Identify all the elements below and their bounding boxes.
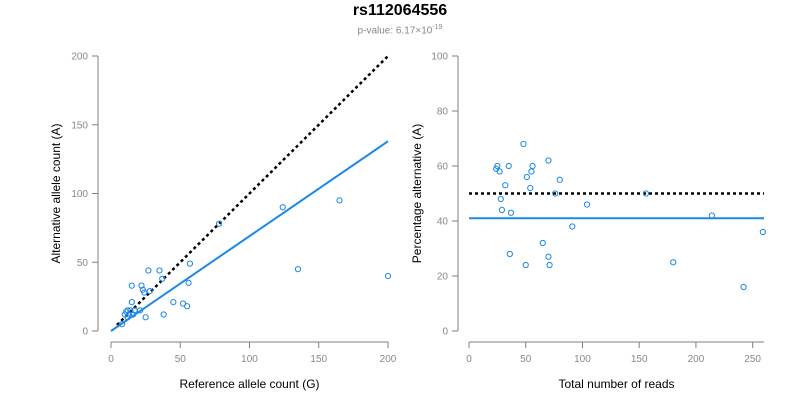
data-point-right bbox=[527, 184, 534, 192]
data-point-right bbox=[496, 168, 503, 175]
y-tick-label-left: 200 bbox=[71, 52, 88, 63]
y-tick-label-right: 100 bbox=[431, 52, 448, 63]
x-tick-label-right: 0 bbox=[466, 354, 472, 365]
y-axis-label-right: Percentage alternative (A) bbox=[410, 124, 424, 263]
data-point-left bbox=[384, 272, 392, 280]
data-point-left bbox=[136, 307, 144, 314]
data-point-right bbox=[759, 228, 766, 236]
reference-line-left bbox=[116, 55, 389, 326]
data-point-right bbox=[498, 206, 506, 214]
data-point-left bbox=[138, 282, 145, 289]
y-tick-label-right: 20 bbox=[437, 272, 449, 283]
data-point-right bbox=[505, 162, 512, 170]
data-point-left bbox=[141, 289, 148, 296]
data-point-left bbox=[124, 307, 131, 314]
data-point-right bbox=[522, 261, 529, 269]
data-point-right bbox=[552, 190, 559, 197]
x-tick-label-left: 200 bbox=[380, 354, 397, 365]
data-point-right bbox=[494, 162, 501, 170]
data-point-right bbox=[520, 140, 527, 148]
x-tick-label-right: 150 bbox=[631, 354, 648, 365]
data-point-right bbox=[507, 209, 515, 216]
x-axis-label-right: Total number of reads bbox=[558, 377, 674, 391]
data-point-right bbox=[506, 250, 513, 258]
data-point-left bbox=[146, 288, 153, 295]
data-point-right bbox=[497, 195, 504, 203]
y-tick-label-right: 60 bbox=[437, 162, 449, 173]
data-point-left bbox=[159, 275, 166, 282]
y-tick-label-right: 40 bbox=[437, 217, 449, 228]
data-point-left bbox=[179, 300, 187, 307]
x-tick-label-left: 0 bbox=[108, 354, 114, 365]
data-point-left bbox=[170, 299, 177, 306]
data-point-left bbox=[127, 307, 134, 314]
x-tick-label-right: 50 bbox=[520, 354, 532, 365]
chart-title: rs112064556 bbox=[352, 2, 448, 19]
data-point-left bbox=[185, 279, 192, 286]
data-point-right bbox=[523, 173, 530, 181]
data-point-right bbox=[569, 223, 576, 230]
data-point-left bbox=[156, 267, 163, 274]
data-point-right bbox=[708, 212, 715, 219]
data-point-right bbox=[546, 261, 553, 269]
data-point-right bbox=[529, 162, 536, 170]
data-point-right bbox=[642, 190, 650, 197]
data-point-left bbox=[128, 299, 135, 306]
y-tick-label-left: 150 bbox=[71, 120, 88, 131]
x-tick-label-left: 150 bbox=[310, 354, 327, 365]
x-tick-label-left: 100 bbox=[241, 354, 258, 365]
x-tick-label-right: 250 bbox=[744, 354, 761, 365]
x-tick-label-right: 100 bbox=[574, 354, 591, 365]
data-point-right bbox=[583, 201, 591, 208]
y-tick-label-right: 80 bbox=[437, 107, 449, 118]
data-point-left bbox=[186, 260, 194, 267]
data-point-left bbox=[160, 311, 167, 318]
data-point-right bbox=[528, 168, 535, 175]
data-point-right bbox=[545, 253, 552, 260]
fit-line-left bbox=[110, 140, 389, 332]
data-point-left bbox=[125, 311, 133, 318]
data-point-left bbox=[215, 220, 223, 227]
data-point-right bbox=[502, 182, 509, 189]
y-axis-label-left: Alternative allele count (A) bbox=[49, 123, 63, 263]
x-axis-label-left: Reference allele count (G) bbox=[179, 377, 319, 391]
p-value-text: p-value: 6.17×10 bbox=[357, 25, 433, 37]
data-point-left bbox=[279, 204, 286, 211]
data-point-left bbox=[130, 311, 137, 318]
data-point-right bbox=[545, 157, 552, 164]
data-point-left bbox=[336, 197, 343, 204]
data-point-left bbox=[184, 303, 191, 310]
chart-subtitle: p-value: 6.17×10-19 bbox=[0, 24, 800, 36]
data-point-right bbox=[740, 283, 747, 291]
p-value-exponent: -19 bbox=[432, 24, 443, 31]
y-tick-label-left: 50 bbox=[77, 258, 89, 269]
data-point-left bbox=[118, 321, 126, 328]
data-point-left bbox=[142, 314, 149, 321]
data-point-right bbox=[670, 259, 677, 266]
data-point-left bbox=[294, 266, 302, 273]
x-tick-label-left: 50 bbox=[175, 354, 187, 365]
data-point-left bbox=[128, 282, 135, 289]
data-point-left bbox=[145, 267, 152, 274]
data-point-right bbox=[556, 176, 563, 183]
data-point-right bbox=[539, 239, 546, 247]
x-tick-label-right: 200 bbox=[688, 354, 705, 365]
y-tick-label-right: 0 bbox=[442, 327, 448, 338]
y-tick-label-left: 100 bbox=[71, 189, 88, 200]
y-tick-label-left: 0 bbox=[82, 327, 88, 338]
